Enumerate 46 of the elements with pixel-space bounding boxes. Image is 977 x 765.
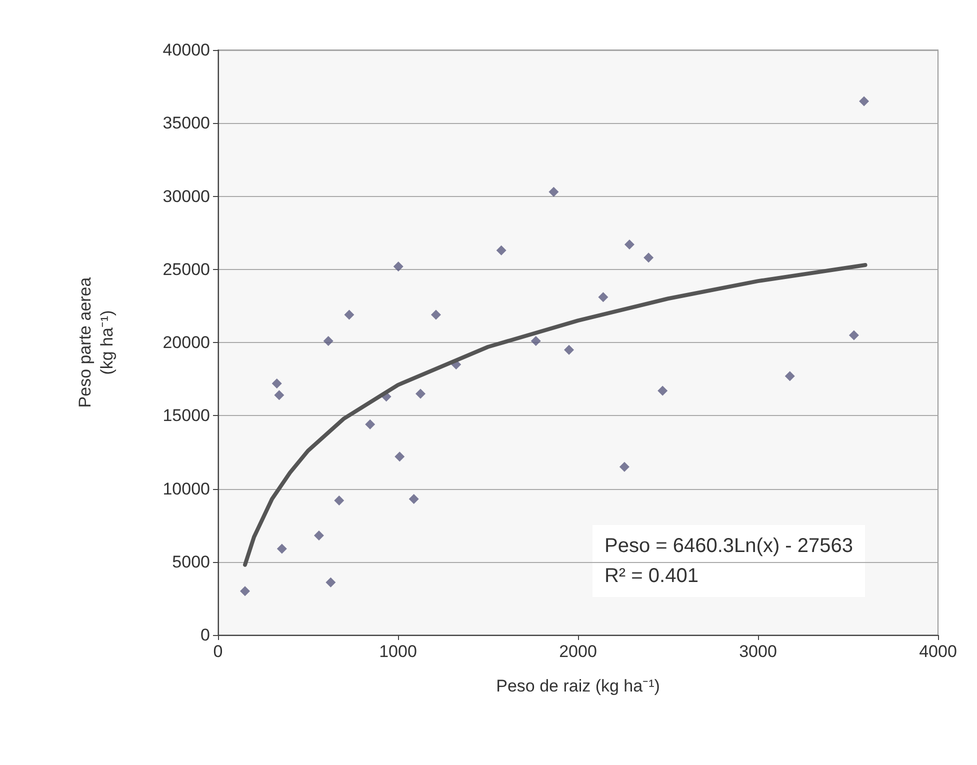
x-tick-label: 1000 — [379, 642, 417, 661]
point — [848, 330, 859, 340]
y-axis-title: Peso parte aerea (kg ha⁻¹) — [76, 276, 116, 408]
line-series — [243, 262, 868, 567]
point — [240, 586, 250, 596]
point — [430, 310, 441, 320]
point — [394, 452, 405, 462]
point — [314, 530, 324, 541]
point — [365, 419, 376, 430]
x-tick-label: 3000 — [739, 642, 777, 661]
x-axis-title: Peso de raiz (kg ha⁻¹) — [496, 676, 660, 696]
point — [548, 186, 559, 197]
y-tick-label: 5000 — [172, 552, 210, 572]
point — [276, 544, 287, 554]
point — [624, 240, 634, 250]
annotation: R² = 0.401 — [604, 565, 698, 587]
point — [644, 252, 654, 263]
point — [619, 462, 630, 472]
point — [564, 344, 574, 355]
point — [408, 494, 419, 504]
y-tick-label: 25000 — [162, 260, 210, 279]
point — [598, 292, 608, 302]
y-tick-label: 30000 — [162, 186, 210, 206]
y-tick-label: 10000 — [162, 479, 210, 498]
x-tick-label: 0 — [213, 642, 223, 661]
y-tick-label: 20000 — [162, 333, 210, 352]
y-tick-label: 15000 — [162, 406, 210, 426]
point — [323, 336, 334, 346]
x-tick-label: 2000 — [559, 642, 597, 661]
y-tick-label: 35000 — [162, 114, 210, 133]
point — [530, 336, 541, 346]
point — [784, 371, 795, 382]
y-tick-label: 0 — [200, 626, 210, 644]
y-tick-label: 40000 — [162, 40, 210, 60]
point — [859, 96, 870, 106]
x-tick-label: 4000 — [919, 642, 957, 661]
point — [272, 378, 282, 388]
point — [496, 245, 506, 256]
point — [326, 577, 336, 588]
point — [393, 261, 404, 272]
point — [658, 386, 668, 396]
point — [416, 388, 426, 399]
annotation: Peso = 6460.3Ln(x) - 27563 — [604, 535, 854, 557]
point — [274, 390, 284, 400]
point — [344, 310, 354, 320]
point — [334, 495, 344, 506]
